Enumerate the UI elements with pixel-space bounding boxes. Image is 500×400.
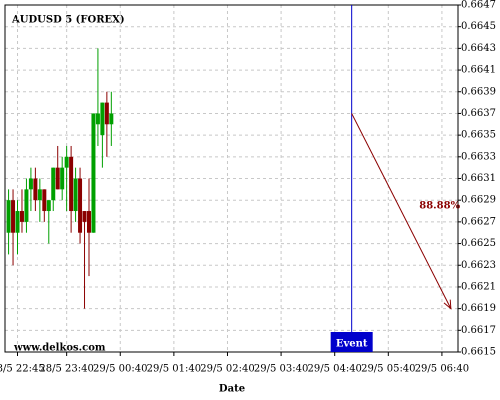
x-tick-label: 28/5 23:40 <box>39 364 93 375</box>
x-tick-label: 28/5 22:45 <box>0 364 45 375</box>
x-tick-label: 29/5 04:40 <box>307 364 361 375</box>
candle-body <box>91 113 96 233</box>
candle-body <box>6 200 11 233</box>
y-tick-label: 0.6647 <box>461 0 496 11</box>
y-tick-label: 0.6625 <box>461 238 496 249</box>
x-tick-label: 29/5 05:40 <box>361 364 415 375</box>
candle-body <box>55 167 60 190</box>
candle-body <box>33 178 38 201</box>
x-tick-label: 29/5 01:40 <box>147 364 201 375</box>
x-tick-label: 29/5 06:40 <box>415 364 469 375</box>
candle-body <box>15 211 20 233</box>
candle-body <box>51 167 56 201</box>
y-tick-label: 0.6639 <box>461 86 496 97</box>
y-tick-label: 0.6635 <box>461 130 496 141</box>
x-tick-label: 29/5 03:40 <box>254 364 308 375</box>
candle-body <box>37 189 42 201</box>
candle-body <box>42 189 47 212</box>
candle-body <box>95 113 100 125</box>
y-tick-label: 0.6641 <box>461 65 496 76</box>
y-tick-label: 0.6623 <box>461 260 496 271</box>
x-axis-label: Date <box>219 384 245 395</box>
candle-body <box>109 113 114 125</box>
candle-body <box>73 178 78 212</box>
x-tick-label: 29/5 00:40 <box>93 364 147 375</box>
event-box <box>330 332 373 352</box>
plot-border <box>4 4 459 353</box>
y-tick-label: 0.6631 <box>461 173 496 184</box>
projection-label: 88.88% <box>419 201 460 212</box>
candle-body <box>28 178 33 190</box>
y-tick-label: 0.6645 <box>461 21 496 32</box>
y-tick-label: 0.6629 <box>461 195 496 206</box>
arrow-head <box>443 299 452 310</box>
candle-body <box>82 211 87 222</box>
candle-body <box>46 200 51 212</box>
candle-body <box>64 156 69 168</box>
candle-body <box>86 211 91 233</box>
event-label: Event <box>336 339 368 350</box>
candle-body <box>69 156 74 212</box>
x-tick-label: 29/5 02:40 <box>200 364 254 375</box>
candle-body <box>78 178 83 233</box>
candle-body <box>24 189 29 222</box>
chart-title: AUDUSD 5 (FOREX) <box>11 15 125 26</box>
y-tick-label: 0.6619 <box>461 303 496 314</box>
y-tick-label: 0.6643 <box>461 43 496 54</box>
y-tick-label: 0.6633 <box>461 151 496 162</box>
y-tick-label: 0.6621 <box>461 281 496 292</box>
watermark: www.delkos.com <box>13 343 106 354</box>
candle-body <box>100 102 105 136</box>
y-tick-label: 0.6627 <box>461 216 496 227</box>
candle-body <box>19 211 24 222</box>
y-tick-label: 0.6615 <box>461 347 496 358</box>
y-tick-label: 0.6617 <box>461 325 496 336</box>
candle-body <box>104 102 109 125</box>
candle-body <box>60 167 65 190</box>
y-tick-label: 0.6637 <box>461 108 496 119</box>
candle-body <box>11 200 16 233</box>
projection-arrow <box>351 113 452 309</box>
